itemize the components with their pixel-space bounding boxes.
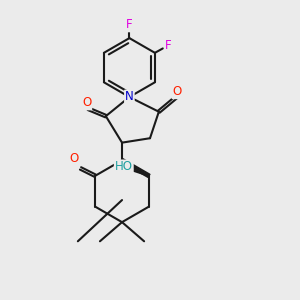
- Text: O: O: [82, 96, 91, 110]
- Text: O: O: [172, 85, 182, 98]
- Text: F: F: [126, 18, 133, 32]
- Text: N: N: [125, 91, 134, 103]
- Text: F: F: [165, 39, 172, 52]
- Text: O: O: [69, 152, 78, 165]
- Text: HO: HO: [115, 160, 133, 173]
